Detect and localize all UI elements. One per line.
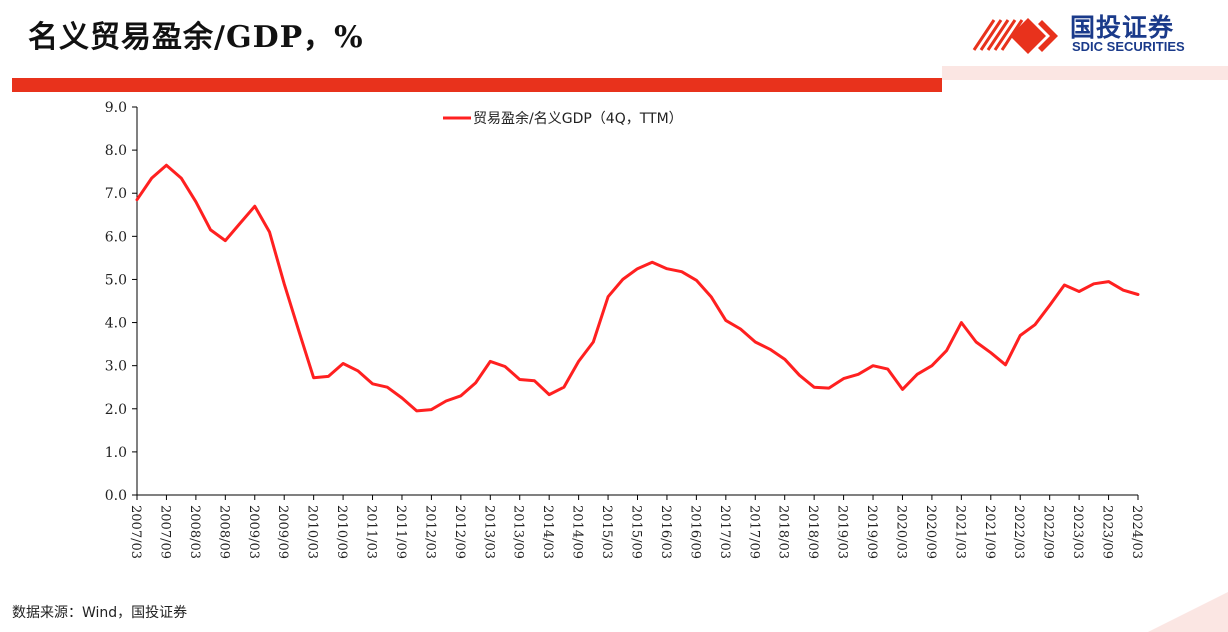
y-tick-label: 9.0 bbox=[105, 100, 127, 116]
y-tick-label: 5.0 bbox=[105, 272, 127, 288]
x-tick-label: 2007/03 bbox=[128, 505, 143, 559]
x-tick-label: 2020/09 bbox=[923, 505, 938, 559]
x-tick-label: 2018/03 bbox=[776, 505, 791, 559]
x-tick-label: 2020/03 bbox=[893, 505, 908, 559]
x-tick-label: 2017/03 bbox=[717, 505, 732, 559]
x-tick-label: 2024/03 bbox=[1129, 505, 1144, 559]
y-tick-label: 8.0 bbox=[105, 143, 127, 159]
brand-logo: 国投证券 SDIC SECURITIES bbox=[968, 6, 1218, 62]
x-tick-label: 2018/09 bbox=[805, 505, 820, 559]
x-tick-label: 2009/03 bbox=[246, 505, 261, 559]
x-tick-label: 2021/09 bbox=[982, 505, 997, 559]
x-tick-label: 2023/09 bbox=[1100, 505, 1115, 559]
y-tick-label: 6.0 bbox=[105, 229, 127, 245]
page-title: 名义贸易盈余/GDP，% bbox=[28, 20, 364, 55]
x-tick-label: 2013/09 bbox=[511, 505, 526, 559]
x-tick-label: 2021/03 bbox=[952, 505, 967, 559]
x-tick-label: 2012/09 bbox=[452, 505, 467, 559]
brand-name-en: SDIC SECURITIES bbox=[1072, 39, 1185, 54]
y-tick-label: 7.0 bbox=[105, 186, 127, 202]
x-tick-label: 2022/09 bbox=[1041, 505, 1056, 559]
chart-axes: 0.0 1.0 2.0 3.0 4.0 5.0 6.0 7.0 8.0 9.0 2007/03 200… bbox=[105, 100, 1144, 559]
x-tick-label: 2016/03 bbox=[658, 505, 673, 559]
x-tick-label: 2017/09 bbox=[746, 505, 761, 559]
brand-name-cn: 国投证券 bbox=[1070, 13, 1175, 42]
legend-label: 贸易盈余/名义GDP（4Q，TTM） bbox=[473, 110, 683, 127]
y-tick-label: 1.0 bbox=[105, 445, 127, 461]
series-line bbox=[135, 163, 1140, 413]
x-tick-label: 2014/09 bbox=[570, 505, 585, 559]
x-tick-label: 2015/09 bbox=[629, 505, 644, 559]
x-tick-label: 2010/03 bbox=[305, 505, 320, 559]
y-tick-label: 4.0 bbox=[105, 316, 127, 332]
x-tick-label: 2009/09 bbox=[275, 505, 290, 559]
data-source-note: 数据来源：Wind，国投证券 bbox=[12, 605, 188, 621]
trade-surplus-line-chart: 0.0 1.0 2.0 3.0 4.0 5.0 6.0 7.0 8.0 9.0 2007/03 200… bbox=[105, 100, 1144, 559]
header-accent-band bbox=[942, 66, 1228, 80]
x-tick-label: 2011/09 bbox=[393, 505, 408, 559]
logo-mark-icon bbox=[972, 18, 1058, 54]
x-tick-label: 2022/03 bbox=[1011, 505, 1026, 559]
x-tick-label: 2011/03 bbox=[364, 505, 379, 559]
x-tick-label: 2015/03 bbox=[599, 505, 614, 559]
corner-decoration bbox=[1148, 592, 1228, 632]
chart-plot-area bbox=[135, 163, 1140, 413]
x-tick-label: 2019/03 bbox=[835, 505, 850, 559]
x-tick-label: 2023/03 bbox=[1070, 505, 1085, 559]
x-tick-label: 2008/09 bbox=[216, 505, 231, 559]
y-tick-label: 0.0 bbox=[105, 488, 127, 504]
x-tick-label: 2010/09 bbox=[334, 505, 349, 559]
x-tick-label: 2016/09 bbox=[687, 505, 702, 559]
x-tick-label: 2012/03 bbox=[422, 505, 437, 559]
x-tick-label: 2014/03 bbox=[540, 505, 555, 559]
y-tick-label: 3.0 bbox=[105, 359, 127, 375]
y-tick-label: 2.0 bbox=[105, 402, 127, 418]
x-tick-label: 2007/09 bbox=[157, 505, 172, 559]
x-tick-label: 2019/09 bbox=[864, 505, 879, 559]
header-divider-bar bbox=[12, 78, 942, 92]
chart-legend: 贸易盈余/名义GDP（4Q，TTM） bbox=[443, 110, 683, 127]
x-tick-label: 2013/03 bbox=[481, 505, 496, 559]
x-tick-label: 2008/03 bbox=[187, 505, 202, 559]
